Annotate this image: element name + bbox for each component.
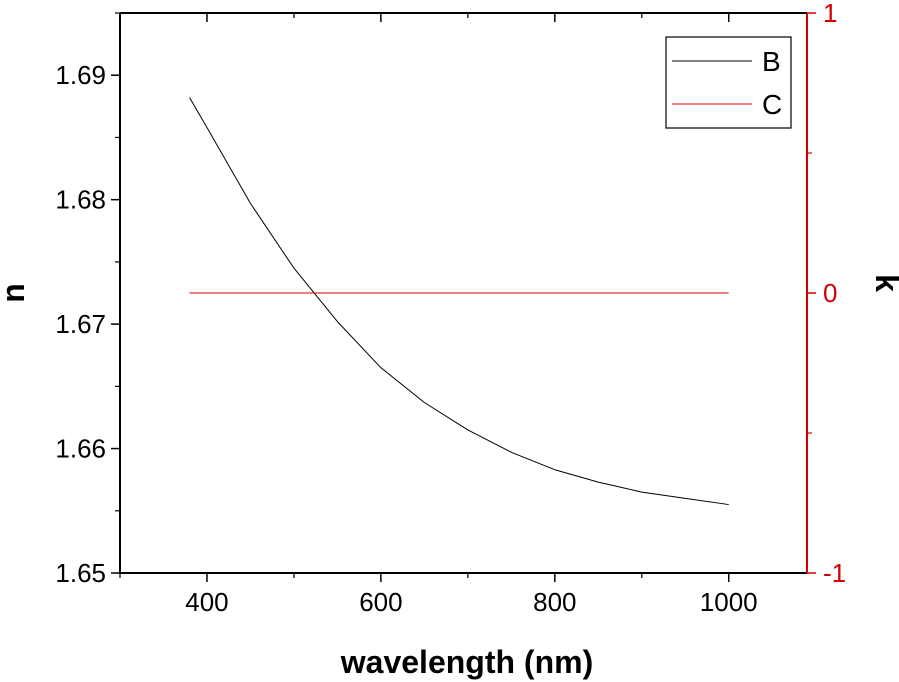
x-axis-title: wavelength (nm) [340,644,593,680]
axes: 400 600 800 1000 1.65 1.66 1.67 1.68 1.69 -1 0 1 [55,0,846,617]
series-layer [189,97,729,506]
x-tick-label: 1000 [700,587,758,617]
y-axis-title: n [0,283,31,303]
x-tick-label: 400 [185,587,228,617]
series-line-b [189,97,729,506]
axis-labels: wavelength (nm) n k [0,274,899,680]
y2-tick-label: -1 [823,558,846,588]
y-tick-label: 1.66 [55,434,106,464]
y-tick-label: 1.68 [55,185,106,215]
y-tick-label: 1.69 [55,60,106,90]
legend-label-b: B [762,46,781,77]
x-tick-label: 800 [533,587,576,617]
y2-tick-label: 1 [823,0,837,28]
y2-tick-label: 0 [823,278,837,308]
x-tick-label: 600 [359,587,402,617]
legend-label-c: C [762,89,782,120]
y-tick-label: 1.67 [55,309,106,339]
legend-box [665,36,792,129]
y2-axis-title: k [869,274,899,292]
y-tick-label: 1.65 [55,558,106,588]
legend: B C [665,36,792,129]
